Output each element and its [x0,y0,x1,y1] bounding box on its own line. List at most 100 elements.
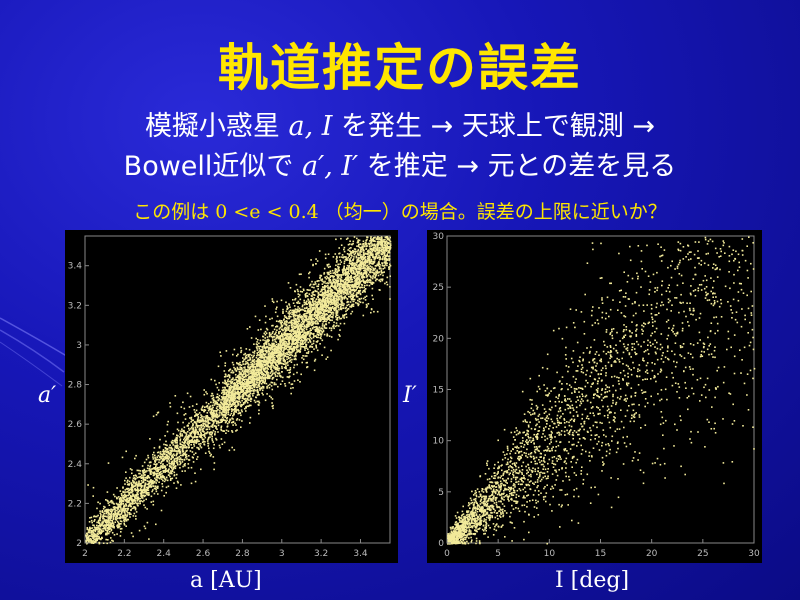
scatter-point [241,410,243,413]
scatter-point [152,472,154,475]
scatter-point [346,268,348,270]
scatter-point [357,241,359,243]
scatter-point [224,421,227,424]
scatter-point [341,280,344,283]
scatter-point [254,401,257,404]
scatter-point [330,288,332,291]
scatter-point [266,357,269,360]
scatter-point [364,260,366,262]
scatter-point [286,317,288,320]
scatter-point [268,386,271,389]
scatter-point [263,344,265,347]
scatter-point [175,457,177,460]
scatter-point [289,356,292,359]
scatter-point [221,416,224,418]
scatter-point [364,299,367,301]
scatter-point [291,358,293,361]
scatter-point [264,367,266,370]
scatter-point [181,433,183,435]
scatter-point [120,506,122,509]
scatter-point [358,300,361,303]
scatter-point [211,417,214,419]
scatter-point [248,348,251,351]
scatter-point [371,263,374,265]
scatter-point [190,443,192,446]
scatter-point [366,281,369,284]
scatter-point [299,336,302,338]
scatter-point [322,316,325,318]
scatter-point [295,332,298,335]
scatter-point [357,245,360,248]
scatter-point [228,376,231,379]
scatter-point [305,345,307,347]
scatter-point [224,389,226,391]
scatter-point [179,438,182,440]
scatter-point [286,308,288,310]
scatter-point [126,507,129,510]
scatter-point [238,398,240,400]
scatter-point [133,495,136,498]
scatter-point [270,333,272,336]
scatter-point [165,440,167,443]
scatter-point [142,488,145,491]
subtitle-line-2-post: を推定 → 元との差を見る [358,151,677,182]
scatter-point [253,358,256,361]
scatter-point [330,308,332,310]
scatter-point [376,310,379,313]
scatter-point [258,377,261,380]
scatter-point [343,250,346,253]
scatter-point [156,476,158,479]
scatter-point [115,514,118,517]
scatter-point [317,280,319,282]
scatter-point [311,286,313,288]
scatter-point [359,272,361,274]
scatter-point [275,337,277,340]
scatter-point [340,279,342,281]
scatter-point [263,346,265,348]
scatter-point [387,241,390,244]
scatter-point [288,310,291,313]
scatter-point [129,504,131,507]
scatter-point [91,527,94,529]
scatter-point [211,404,214,407]
scatter-point [374,257,376,259]
scatter-point [372,268,375,271]
scatter-point [346,292,348,295]
scatter-point [282,340,285,342]
scatter-point [154,473,157,475]
scatter-point [326,317,329,319]
scatter-point [292,315,295,317]
scatter-point [117,511,120,513]
scatter-point [378,279,381,281]
scatter-point [149,470,151,472]
scatter-point [167,474,170,476]
scatter-point [308,335,311,337]
scatter-point [267,377,270,380]
scatter-point [389,246,392,249]
scatter-point [233,401,235,404]
scatter-point [170,472,172,475]
scatter-point [352,300,354,303]
scatter-point [268,346,271,349]
scatter-point [257,354,259,356]
scatter-point [152,485,155,487]
scatter-point [305,315,307,317]
scatter-point [257,372,260,374]
scatter-point [135,495,138,497]
scatter-point [304,309,307,312]
scatter-point [270,363,273,365]
scatter-point [155,488,157,491]
scatter-point [316,313,318,316]
scatter-point [249,390,251,392]
scatter-point [137,502,139,505]
scatter-point [155,458,158,461]
scatter-point [347,272,350,274]
scatter-point [274,350,276,353]
scatter-point [326,333,328,335]
scatter-point [352,250,354,252]
scatter-point [152,482,154,485]
scatter-point [228,408,231,411]
scatter-point [133,475,135,477]
scatter-point [336,273,339,276]
scatter-point [219,403,221,406]
